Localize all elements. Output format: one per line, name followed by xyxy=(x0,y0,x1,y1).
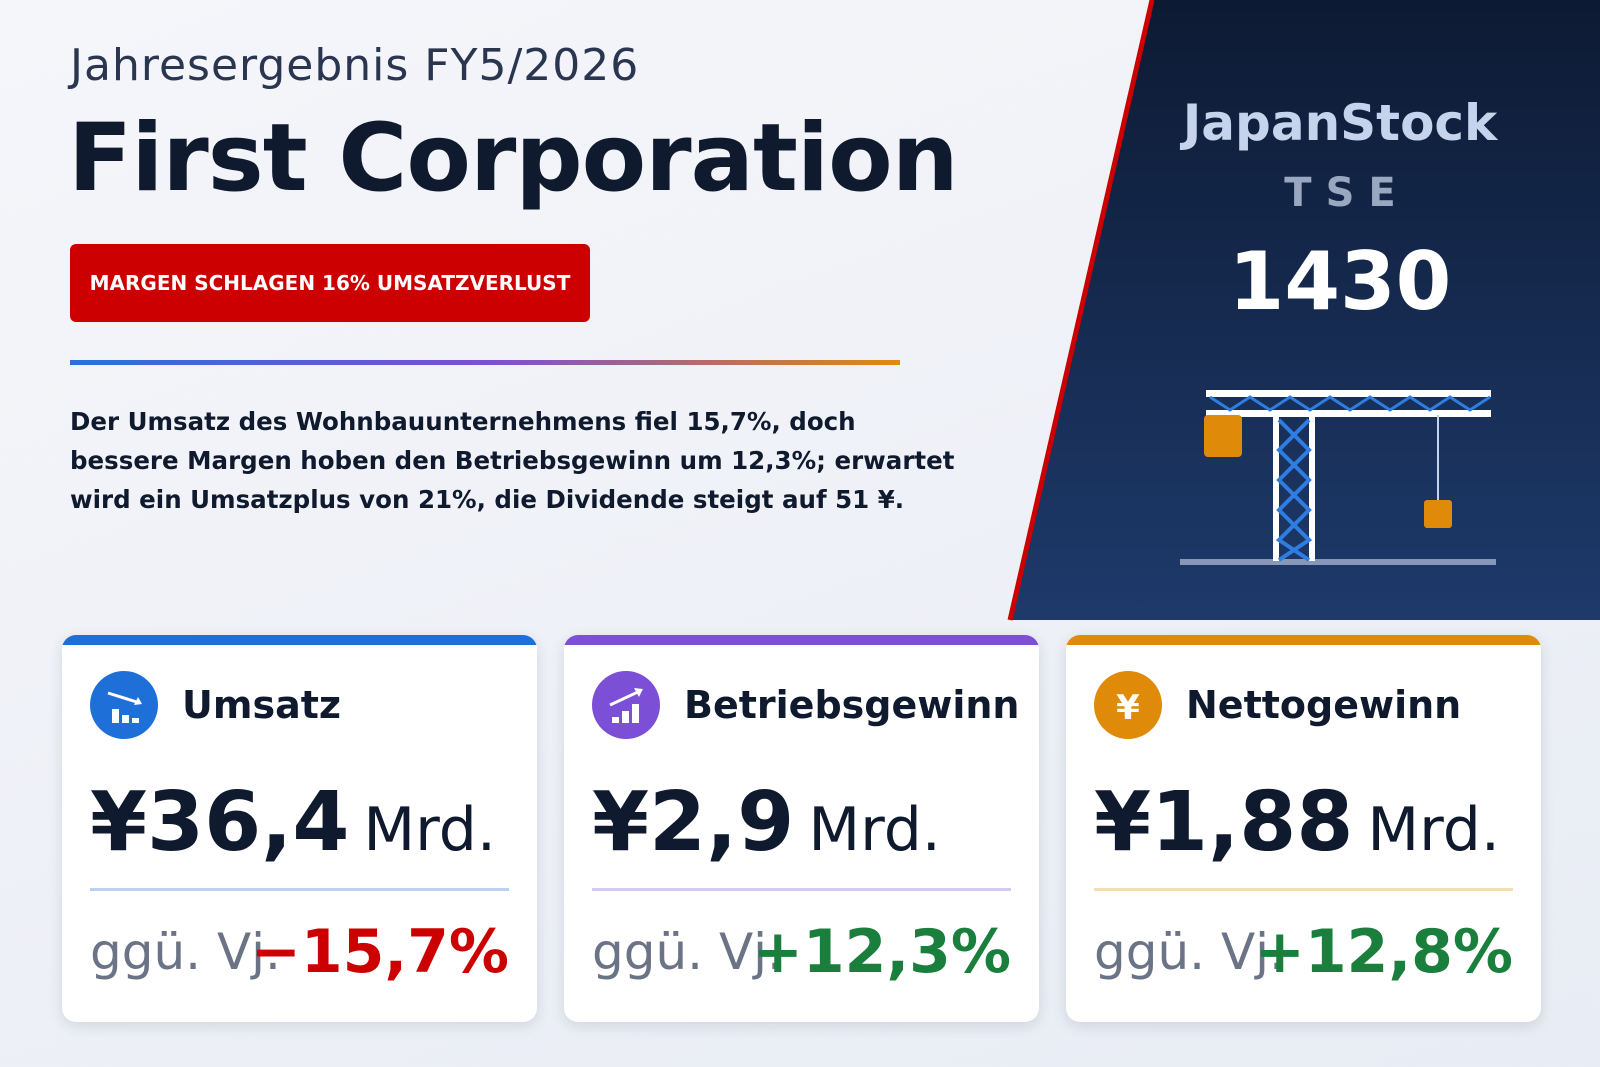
card-accent xyxy=(564,635,1039,645)
brand: JapanStock xyxy=(1182,94,1498,152)
change-label: ggü. Vj. xyxy=(592,923,783,981)
card-value: ¥1,88 xyxy=(1094,775,1354,870)
change-value: +12,3% xyxy=(752,917,1011,987)
card-accent xyxy=(1066,635,1541,645)
change-label: ggü. Vj. xyxy=(90,923,281,981)
exchange: TSE xyxy=(1284,170,1410,216)
card-label: Betriebsgewinn xyxy=(684,683,1020,727)
metric-card: Umsatz ¥36,4 Mrd. ggü. Vj. −15,7% xyxy=(62,635,537,1022)
change-value: −15,7% xyxy=(250,917,509,987)
card-icon xyxy=(90,671,158,739)
change-label: ggü. Vj. xyxy=(1094,923,1285,981)
card-value: ¥36,4 xyxy=(90,775,350,870)
card-value-row: ¥36,4 Mrd. xyxy=(90,775,496,870)
ticker-code: 1430 xyxy=(1228,235,1452,328)
card-divider xyxy=(90,888,509,891)
subtitle: Jahresergebnis FY5/2026 xyxy=(70,40,640,91)
card-unit: Mrd. xyxy=(808,795,941,865)
svg-text:¥: ¥ xyxy=(1116,688,1140,728)
metric-card: Betriebsgewinn ¥2,9 Mrd. ggü. Vj. +12,3% xyxy=(564,635,1039,1022)
card-label: Umsatz xyxy=(182,683,341,727)
card-icon xyxy=(592,671,660,739)
card-divider xyxy=(592,888,1011,891)
divider xyxy=(70,360,900,365)
card-value: ¥2,9 xyxy=(592,775,795,870)
title: First Corporation xyxy=(68,104,959,213)
card-accent xyxy=(62,635,537,645)
card-label: Nettogewinn xyxy=(1186,683,1462,727)
card-divider xyxy=(1094,888,1513,891)
metric-card: ¥ Nettogewinn ¥1,88 Mrd. ggü. Vj. +12,8% xyxy=(1066,635,1541,1022)
headline-badge: MARGEN SCHLAGEN 16% UMSATZVERLUST xyxy=(70,244,590,322)
card-unit: Mrd. xyxy=(363,795,496,865)
crane-illustration xyxy=(1180,390,1496,565)
card-icon: ¥ xyxy=(1094,671,1162,739)
description: Der Umsatz des Wohnbauunternehmens fiel … xyxy=(70,407,955,514)
card-unit: Mrd. xyxy=(1367,795,1500,865)
card-value-row: ¥2,9 Mrd. xyxy=(592,775,941,870)
change-value: +12,8% xyxy=(1254,917,1513,987)
card-value-row: ¥1,88 Mrd. xyxy=(1094,775,1500,870)
